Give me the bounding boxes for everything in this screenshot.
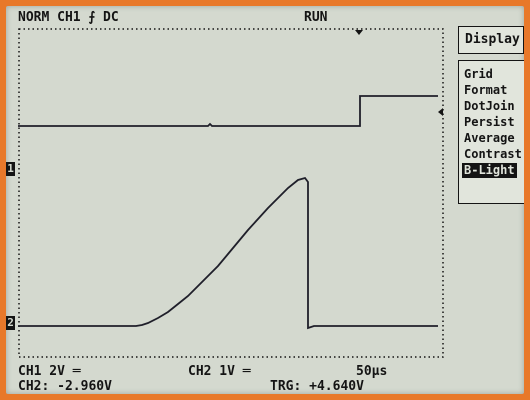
menu-title-label: Display	[465, 32, 520, 47]
menu-list: Grid Format DotJoin Persist Average Cont…	[458, 60, 524, 204]
menu-item-average[interactable]: Average	[464, 131, 515, 145]
ch2-ground-marker: 2	[6, 316, 15, 330]
ch2-trace	[18, 176, 438, 330]
ch1-scale-label: CH1 2V ═	[18, 364, 81, 379]
run-state-status: RUN	[304, 10, 328, 25]
timebase-label: 50µs	[356, 364, 388, 379]
menu-item-contrast[interactable]: Contrast	[464, 147, 522, 161]
menu-item-backlight[interactable]: B-Light	[462, 163, 517, 178]
oscilloscope-screen: NORM CH1 ⨍ DC RUN 1 2 Display Grid Forma…	[6, 6, 524, 394]
menu-item-persist[interactable]: Persist	[464, 115, 515, 129]
trigger-level-readout: TRG: +4.640V	[270, 379, 364, 394]
display-menu: Display Grid Format DotJoin Persist Aver…	[453, 24, 524, 204]
menu-item-grid[interactable]: Grid	[464, 67, 493, 81]
graticule-border	[18, 28, 444, 358]
menu-item-dotjoin[interactable]: DotJoin	[464, 99, 515, 113]
ch1-ground-marker: 1	[6, 162, 15, 176]
trigger-position-marker	[355, 30, 363, 35]
ch2-scale-label: CH2 1V ═	[188, 364, 251, 379]
waveform-plot	[18, 28, 444, 358]
ch2-voltage-readout: CH2: -2.960V	[18, 379, 112, 394]
ch1-trace	[18, 95, 438, 127]
trigger-level-marker	[438, 108, 443, 116]
acquisition-mode-status: NORM CH1 ⨍ DC	[18, 10, 119, 25]
menu-item-format[interactable]: Format	[464, 83, 508, 97]
menu-title-button[interactable]: Display	[458, 26, 524, 54]
